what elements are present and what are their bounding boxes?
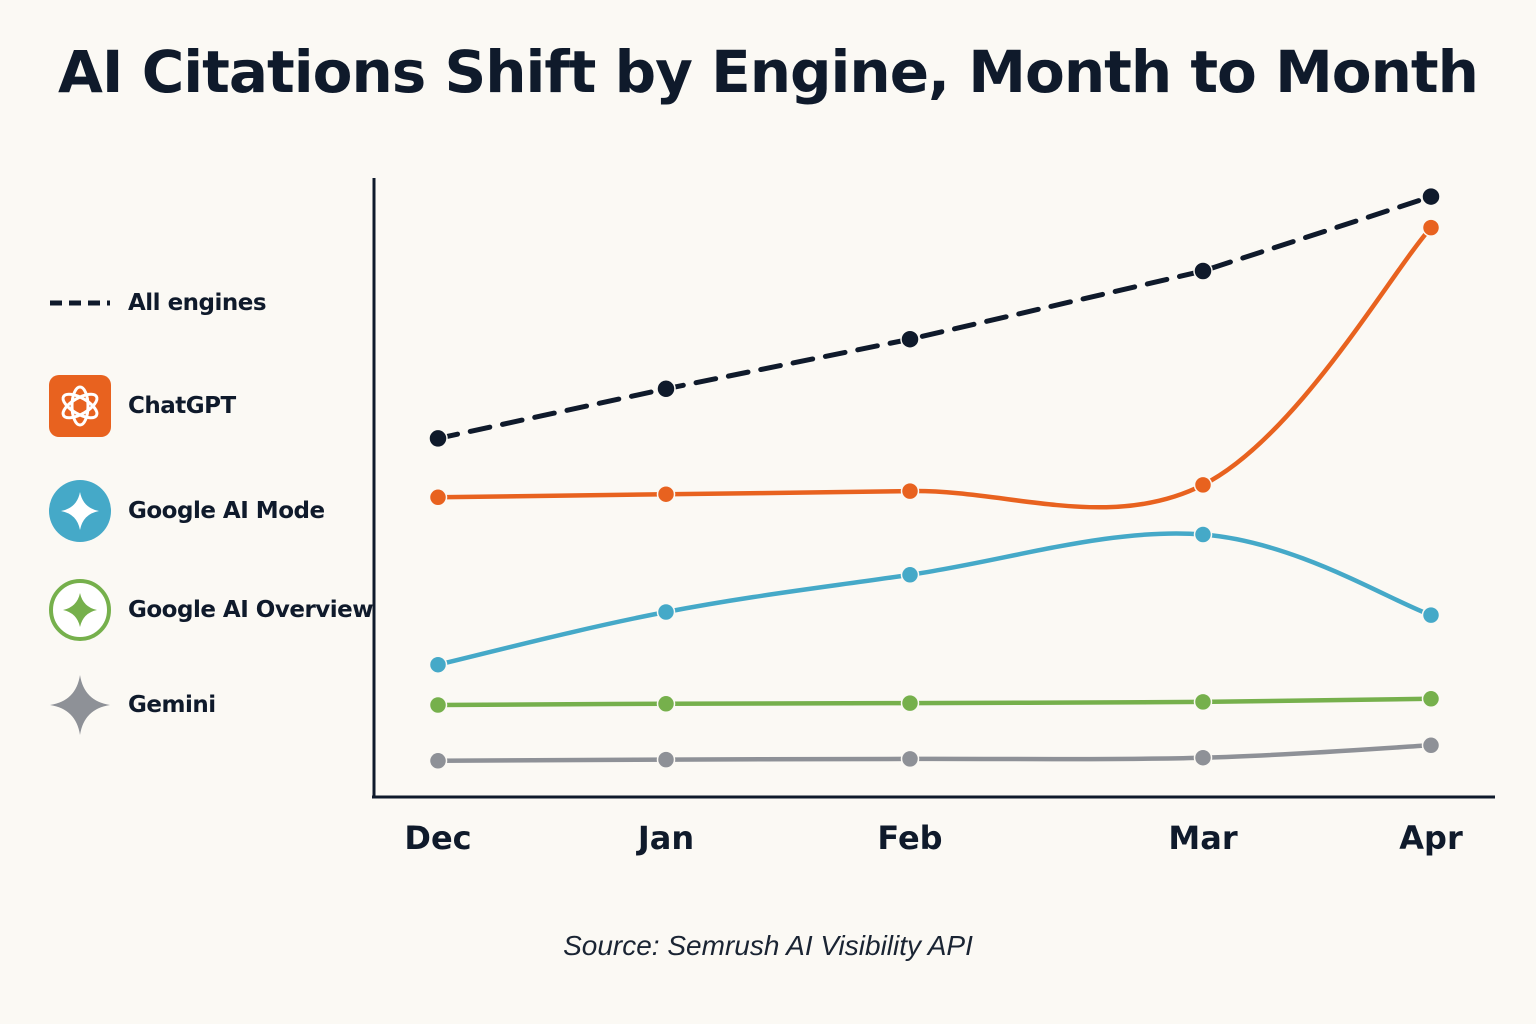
data-point-google-ai-mode-apr (1421, 605, 1441, 625)
data-point-google-ai-overview-feb (900, 693, 920, 713)
legend-item-google-ai-mode: Google AI Mode (48, 479, 325, 543)
data-point-google-ai-overview-mar (1193, 692, 1213, 712)
data-point-google-ai-overview-apr (1421, 689, 1441, 709)
data-point-gemini-feb (900, 749, 920, 769)
series-layer (428, 186, 1441, 771)
series-google-ai-mode (428, 525, 1441, 674)
data-point-google-ai-mode-mar (1193, 525, 1213, 544)
source-note: Source: Semrush AI Visibility API (563, 930, 973, 961)
data-point-gemini-apr (1421, 736, 1441, 755)
data-point-all-engines-dec (428, 428, 448, 449)
series-line-all-engines (435, 194, 1434, 441)
data-point-google-ai-mode-dec (428, 655, 448, 674)
openai-logo-icon (48, 374, 112, 438)
series-gemini (428, 736, 1441, 771)
x-tick-label-apr: Apr (1399, 819, 1463, 857)
series-line-chatgpt (435, 225, 1434, 510)
sparkle-icon (48, 479, 112, 543)
data-point-chatgpt-dec (428, 488, 448, 507)
legend-item-gemini: Gemini (48, 673, 216, 737)
x-tick-label-dec: Dec (404, 819, 471, 857)
sparkle-outline-icon (48, 578, 112, 642)
series-chatgpt (428, 218, 1441, 510)
data-point-gemini-mar (1193, 748, 1213, 767)
legend: All engines ChatGPT Google AI Mode (0, 0, 374, 1024)
data-point-google-ai-mode-feb (900, 565, 920, 585)
data-point-chatgpt-apr (1421, 218, 1441, 237)
series-all-engines (428, 186, 1441, 449)
legend-item-chatgpt: ChatGPT (48, 374, 236, 438)
data-point-google-ai-overview-jan (656, 694, 676, 714)
data-point-gemini-jan (656, 750, 676, 769)
x-tick-label-jan: Jan (636, 819, 694, 857)
series-line-google-ai-overview (435, 696, 1434, 708)
legend-item-all-engines: All engines (48, 271, 267, 335)
legend-label: Gemini (128, 692, 216, 718)
data-point-all-engines-jan (656, 379, 676, 399)
data-point-gemini-dec (428, 751, 448, 771)
series-google-ai-overview (428, 689, 1441, 715)
legend-item-google-ai-overview: Google AI Overview (48, 578, 374, 642)
legend-label: ChatGPT (128, 393, 236, 419)
data-point-all-engines-mar (1193, 261, 1213, 281)
legend-label: All engines (128, 290, 267, 316)
x-tick-label-feb: Feb (877, 819, 942, 857)
data-point-chatgpt-feb (900, 481, 920, 501)
gemini-sparkle-icon (48, 673, 112, 737)
data-point-google-ai-overview-dec (428, 695, 448, 715)
data-point-all-engines-feb (900, 329, 920, 349)
data-point-chatgpt-mar (1193, 475, 1213, 495)
series-line-gemini (435, 743, 1434, 764)
data-point-google-ai-mode-jan (656, 602, 676, 622)
x-tick-labels: Dec Jan Feb Mar Apr (404, 819, 1463, 857)
data-point-chatgpt-jan (656, 484, 676, 504)
series-line-google-ai-mode (435, 531, 1434, 667)
dashed-line-icon (48, 271, 112, 335)
x-tick-label-mar: Mar (1168, 819, 1237, 857)
data-point-all-engines-apr (1421, 186, 1441, 207)
legend-label: Google AI Mode (128, 498, 325, 524)
chart-title: AI Citations Shift by Engine, Month to M… (58, 38, 1479, 106)
legend-label: Google AI Overview (128, 597, 374, 623)
